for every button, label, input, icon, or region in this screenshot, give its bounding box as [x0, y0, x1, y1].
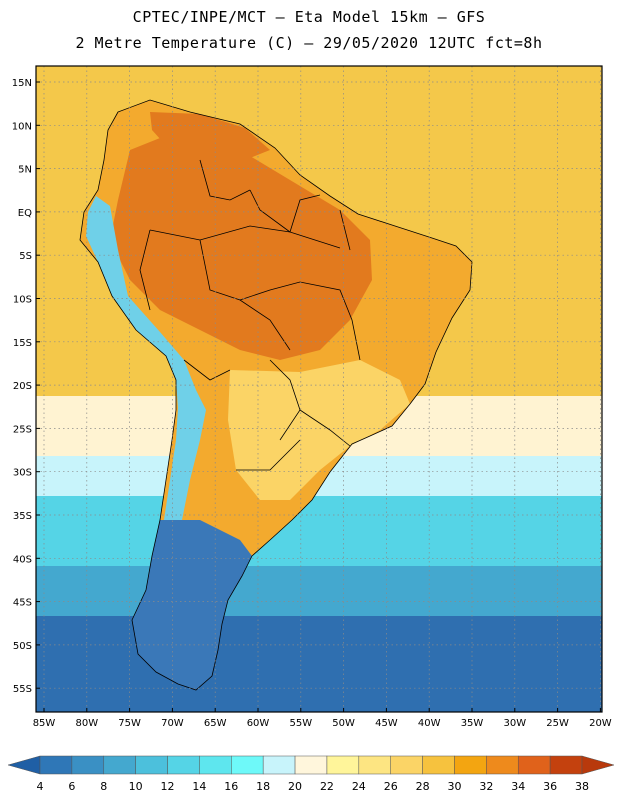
lon-tick-label: 50W	[332, 718, 355, 729]
colorbar-label: 38	[575, 780, 589, 793]
colorbar-label: 28	[416, 780, 430, 793]
lat-tick-label: 30S	[13, 468, 32, 479]
colorbar-swatch	[103, 755, 136, 775]
colorbar-label: 14	[192, 780, 206, 793]
lat-tick-label: 45S	[13, 598, 32, 609]
colorbar-label: 4	[37, 780, 44, 793]
colorbar-swatch	[39, 755, 73, 775]
patagonia-cold-region	[132, 520, 252, 690]
lat-tick-label: 10S	[13, 295, 32, 306]
lon-tick-label: 70W	[161, 718, 184, 729]
colorbar: 4 6 8 10 12 14 16 18 20 22 24 26 28 30 32 34 36 38	[7, 755, 615, 793]
map-frame	[35, 65, 603, 713]
colorbar-label: 26	[384, 780, 398, 793]
latitude-axis: 15N 10N 5N EQ 5S 10S 15S 20S 25S 30S 35S 40S 45S 50S 5…	[12, 78, 40, 695]
lon-tick-label: 30W	[503, 718, 526, 729]
hot-interior-region	[110, 130, 372, 360]
lon-tick-label: 35W	[461, 718, 484, 729]
lon-tick-label: 60W	[247, 718, 270, 729]
lon-tick-label: 65W	[204, 718, 227, 729]
ocean-mid-band	[36, 496, 602, 566]
andes-cold-strip	[86, 196, 206, 600]
colorbar-label: 30	[447, 780, 461, 793]
colorbar-swatch	[167, 755, 200, 775]
lat-tick-label: 5S	[19, 251, 32, 262]
lon-tick-label: 20W	[589, 718, 612, 729]
colorbar-label: 6	[68, 780, 75, 793]
longitude-axis: 85W 80W 75W 70W 65W 60W 55W 50W 45W 40W 35W 30W 25W 2…	[33, 708, 612, 729]
lat-tick-label: 20S	[13, 381, 32, 392]
lat-tick-label: 25S	[13, 424, 32, 435]
colorbar-label: 8	[100, 780, 107, 793]
lat-tick-label: 35S	[13, 511, 32, 522]
lat-tick-label: EQ	[18, 208, 32, 219]
hot-northern-coast	[150, 112, 270, 162]
colorbar-swatch	[262, 755, 296, 775]
lon-tick-label: 85W	[33, 718, 56, 729]
lon-tick-label: 75W	[118, 718, 141, 729]
lat-tick-label: 15N	[12, 78, 32, 89]
colorbar-swatch	[358, 755, 391, 775]
lat-tick-label: 50S	[13, 641, 32, 652]
lon-tick-label: 25W	[546, 718, 569, 729]
colorbar-swatch	[454, 755, 487, 775]
title-line-1: CPTEC/INPE/MCT – Eta Model 15km – GFS	[132, 8, 486, 26]
colorbar-label: 12	[161, 780, 175, 793]
colorbar-swatch	[486, 755, 519, 775]
ocean-south-band	[36, 616, 602, 712]
lon-tick-label: 55W	[289, 718, 312, 729]
map-field	[36, 66, 602, 712]
lat-tick-label: 55S	[13, 684, 32, 695]
colorbar-label: 34	[511, 780, 525, 793]
colorbar-label: 22	[320, 780, 334, 793]
colorbar-swatch	[294, 755, 328, 775]
colorbar-swatch	[135, 755, 168, 775]
colorbar-label: 18	[256, 780, 270, 793]
lon-tick-label: 40W	[418, 718, 441, 729]
colorbar-label: 20	[288, 780, 302, 793]
mild-southeast-region	[228, 360, 410, 500]
colorbar-arrow-left	[7, 755, 41, 775]
colorbar-swatch	[231, 755, 264, 775]
lat-tick-label: 5N	[18, 165, 32, 176]
colorbar-swatch	[422, 755, 455, 775]
colorbar-swatch	[199, 755, 232, 775]
colorbar-swatch	[326, 755, 360, 775]
lon-tick-label: 45W	[375, 718, 398, 729]
lon-tick-label: 80W	[75, 718, 98, 729]
colorbar-arrow-right	[581, 755, 615, 775]
colorbar-swatch	[71, 755, 105, 775]
colorbar-label: 16	[224, 780, 238, 793]
colorbar-swatch	[549, 755, 583, 775]
lat-tick-label: 10N	[12, 121, 32, 132]
colorbar-swatch	[390, 755, 423, 775]
colorbar-label: 36	[543, 780, 557, 793]
colorbar-label: 24	[352, 780, 366, 793]
colorbar-label: 32	[479, 780, 493, 793]
title-line-2: 2 Metre Temperature (C) – 29/05/2020 12U…	[75, 34, 543, 52]
colorbar-label: 10	[129, 780, 143, 793]
country-borders	[79, 99, 473, 691]
ocean-mid2-band	[36, 566, 602, 616]
lat-tick-label: 15S	[13, 338, 32, 349]
lat-tick-label: 40S	[13, 554, 32, 565]
colorbar-swatch	[517, 755, 551, 775]
